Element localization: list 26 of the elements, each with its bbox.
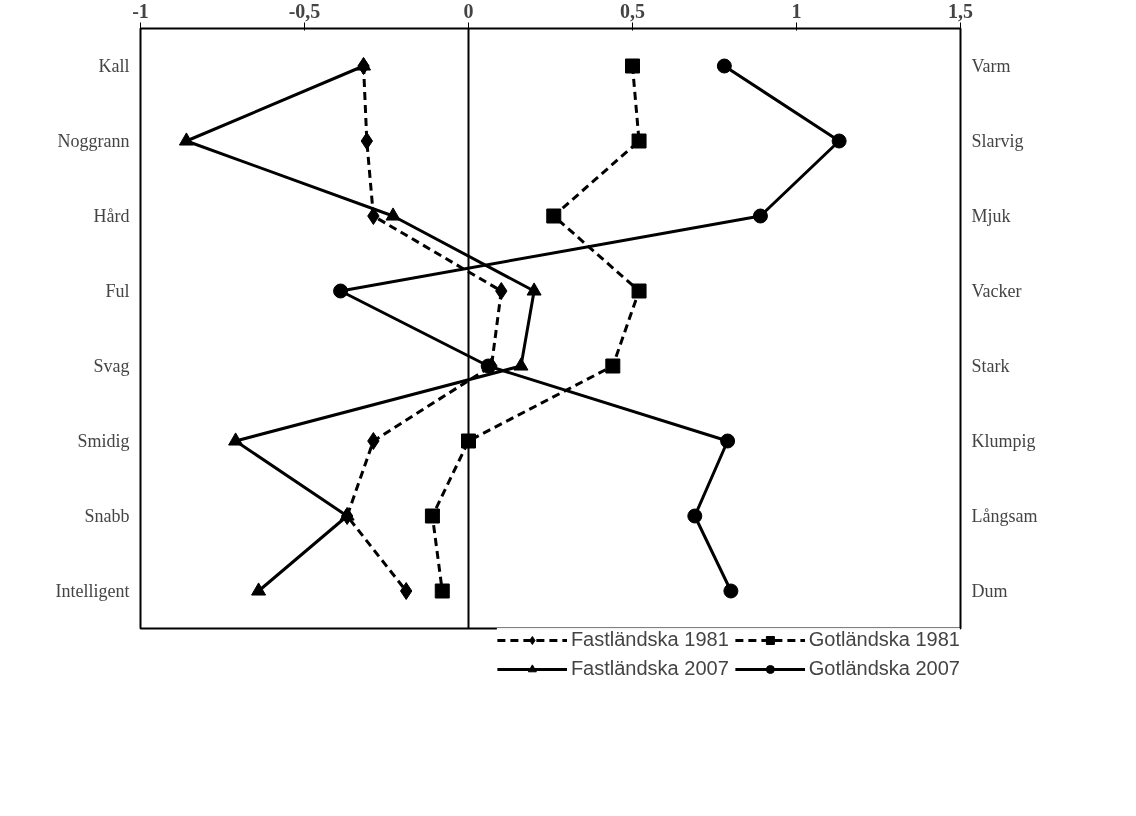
y-tick-label: Hård [93, 206, 130, 226]
y-tick-label: Svag [93, 356, 130, 376]
y-tick-label: Intelligent [55, 581, 130, 601]
y2-tick-label: Långsam [971, 506, 1038, 526]
y2-tick-label: Slarvig [971, 131, 1024, 151]
y-tick-label: Smidig [77, 431, 130, 451]
y2-tick-label: Klumpig [971, 431, 1036, 451]
legend-label: Fastländska 2007 [570, 657, 729, 680]
y-tick-label: Ful [105, 281, 130, 301]
y2-tick-label: Stark [971, 356, 1010, 376]
y2-tick-label: Varm [971, 56, 1011, 76]
y-tick-label: Noggrann [57, 131, 130, 151]
legend-label: Gotländska 2007 [808, 657, 960, 680]
legend-label: Gotländska 1981 [808, 628, 960, 651]
x-tick-label: 0 [463, 0, 474, 22]
y-tick-label: Snabb [84, 506, 130, 526]
legend-label: Fastländska 1981 [570, 628, 729, 651]
y-tick-label: Kall [98, 56, 130, 76]
x-tick-label: 1 [791, 0, 802, 22]
y2-tick-label: Mjuk [971, 206, 1011, 226]
x-tick-label: 0,5 [620, 0, 645, 22]
x-tick-label: 1,5 [948, 0, 973, 22]
y2-tick-label: Dum [971, 581, 1008, 601]
x-tick-label: -1 [132, 0, 149, 22]
y2-tick-label: Vacker [971, 281, 1022, 301]
x-tick-label: -0,5 [288, 0, 321, 22]
